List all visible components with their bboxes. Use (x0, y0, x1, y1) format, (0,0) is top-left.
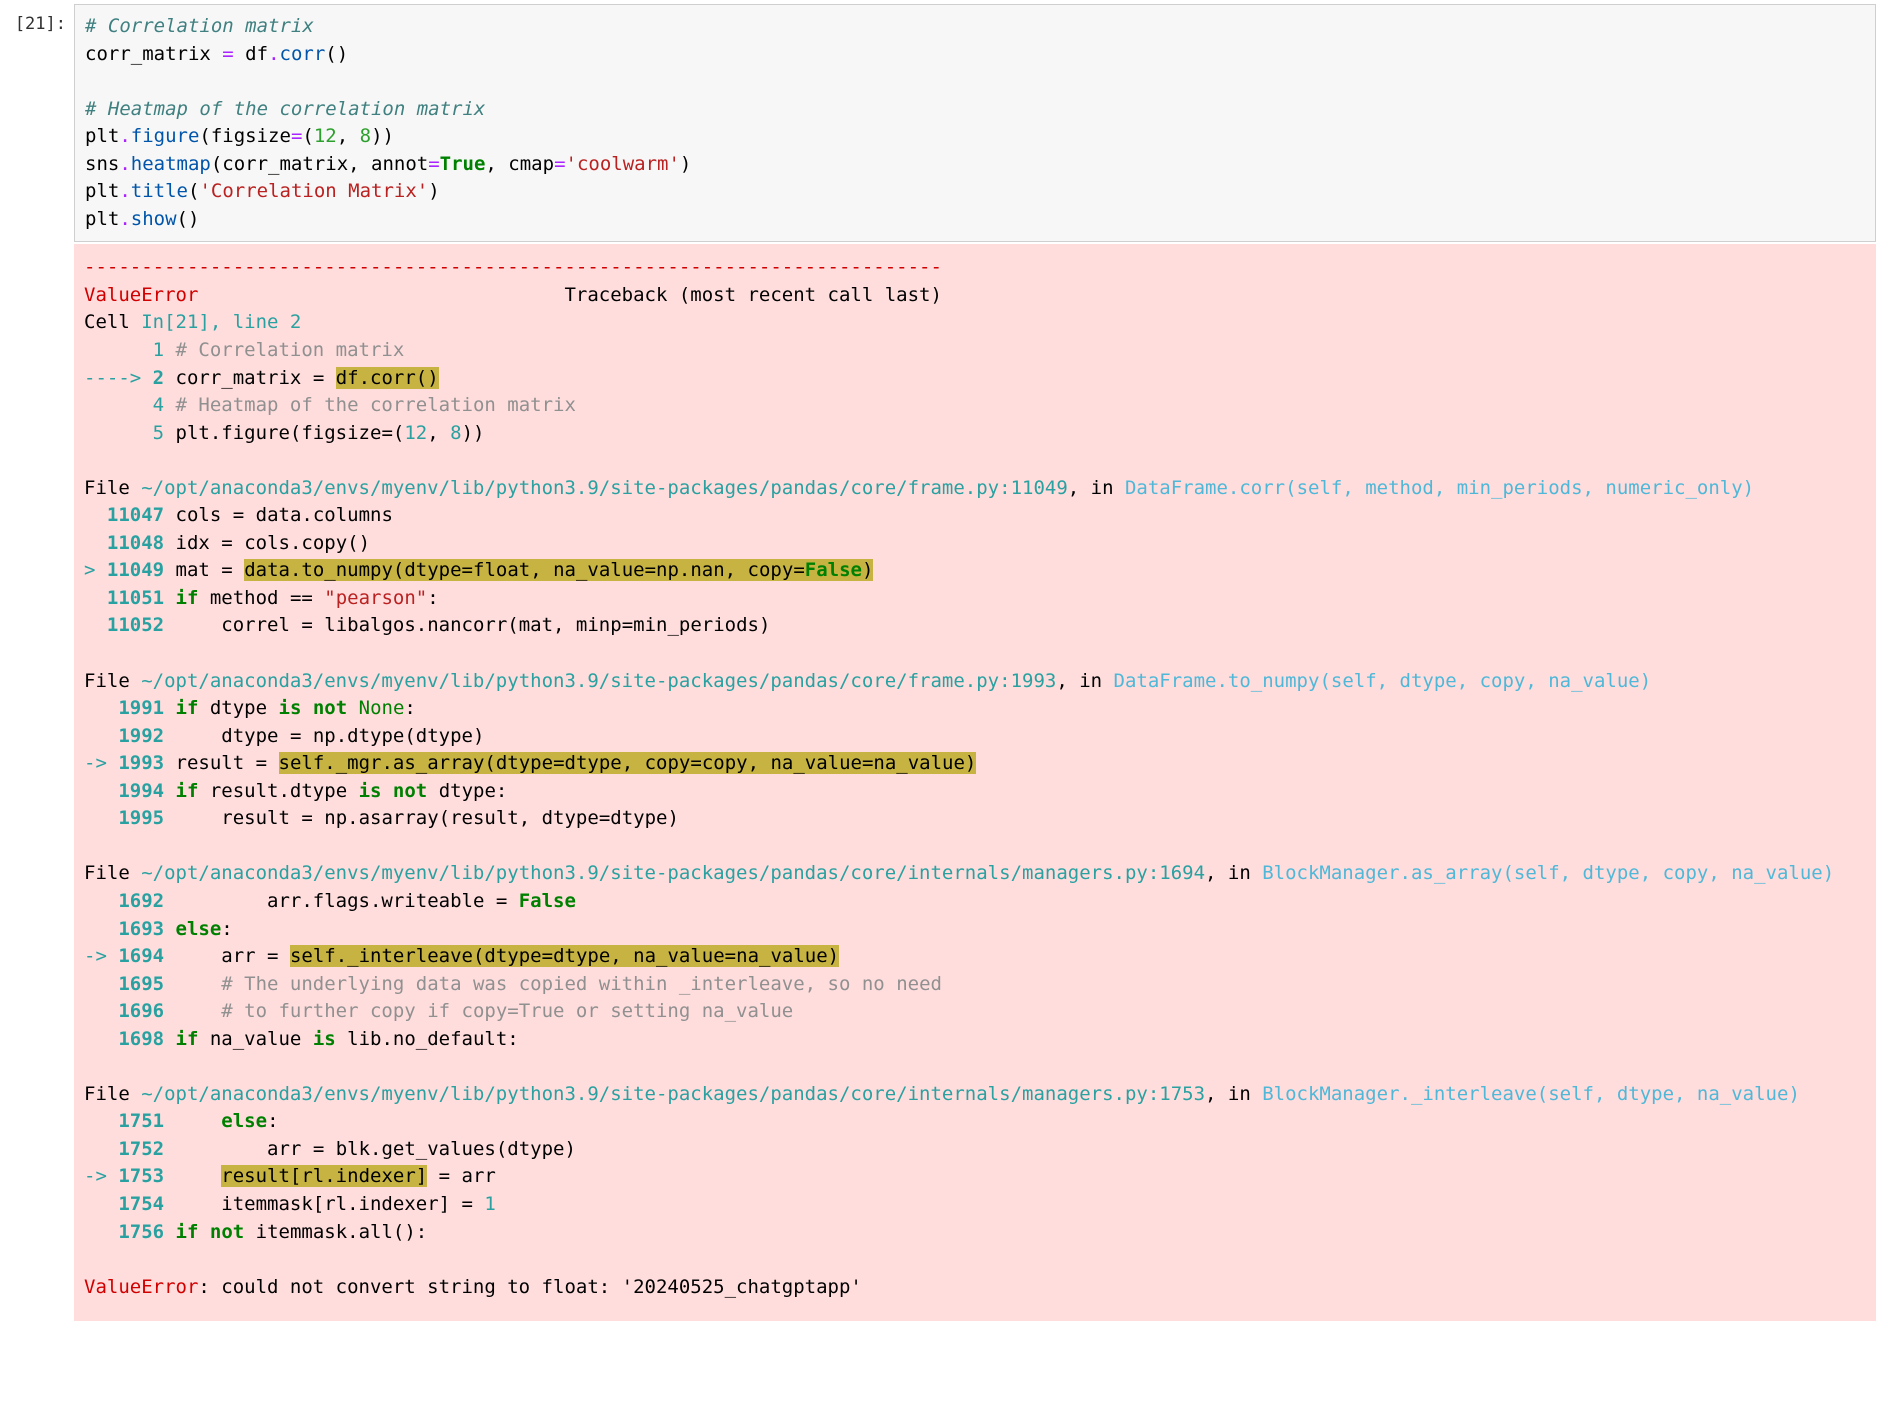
highlighted-code: self._mgr.as_array(dtype=dtype, copy=cop… (279, 752, 977, 774)
file-path: ~/opt/anaconda3/envs/myenv/lib/python3.9… (141, 477, 1068, 499)
function-name: BlockManager.as_array (1262, 862, 1502, 884)
file-path: ~/opt/anaconda3/envs/myenv/lib/python3.9… (141, 1083, 1205, 1105)
error-name: ValueError (84, 284, 198, 306)
code-comment: # Correlation matrix (85, 15, 314, 37)
traceback-separator: ----------------------------------------… (84, 256, 942, 278)
highlighted-code: df.corr() (336, 367, 439, 389)
highlighted-code: result[rl.indexer] (221, 1165, 427, 1187)
code-comment: # Heatmap of the correlation matrix (85, 98, 485, 120)
output-prompt: . (4, 244, 74, 1321)
notebook-root: [21]: # Correlation matrix corr_matrix =… (0, 0, 1888, 1327)
highlighted-code: self._interleave(dtype=dtype, na_value=n… (290, 945, 839, 967)
highlighted-code: data.to_numpy(dtype=float, na_value=np.n… (244, 559, 873, 581)
code-cell: [21]: # Correlation matrix corr_matrix =… (4, 4, 1876, 242)
output-cell: . --------------------------------------… (4, 244, 1876, 1321)
function-name: DataFrame.to_numpy (1114, 670, 1320, 692)
function-name: DataFrame.corr (1125, 477, 1285, 499)
final-error-name: ValueError (84, 1276, 198, 1298)
function-name: BlockManager._interleave (1262, 1083, 1537, 1105)
final-error-message: : could not convert string to float: '20… (198, 1276, 861, 1298)
file-path: ~/opt/anaconda3/envs/myenv/lib/python3.9… (141, 670, 1056, 692)
code-input-area[interactable]: # Correlation matrix corr_matrix = df.co… (74, 4, 1876, 242)
input-prompt: [21]: (4, 4, 74, 242)
file-path: ~/opt/anaconda3/envs/myenv/lib/python3.9… (141, 862, 1205, 884)
traceback-arrow: ----> (84, 367, 153, 389)
error-traceback[interactable]: ----------------------------------------… (74, 244, 1876, 1321)
